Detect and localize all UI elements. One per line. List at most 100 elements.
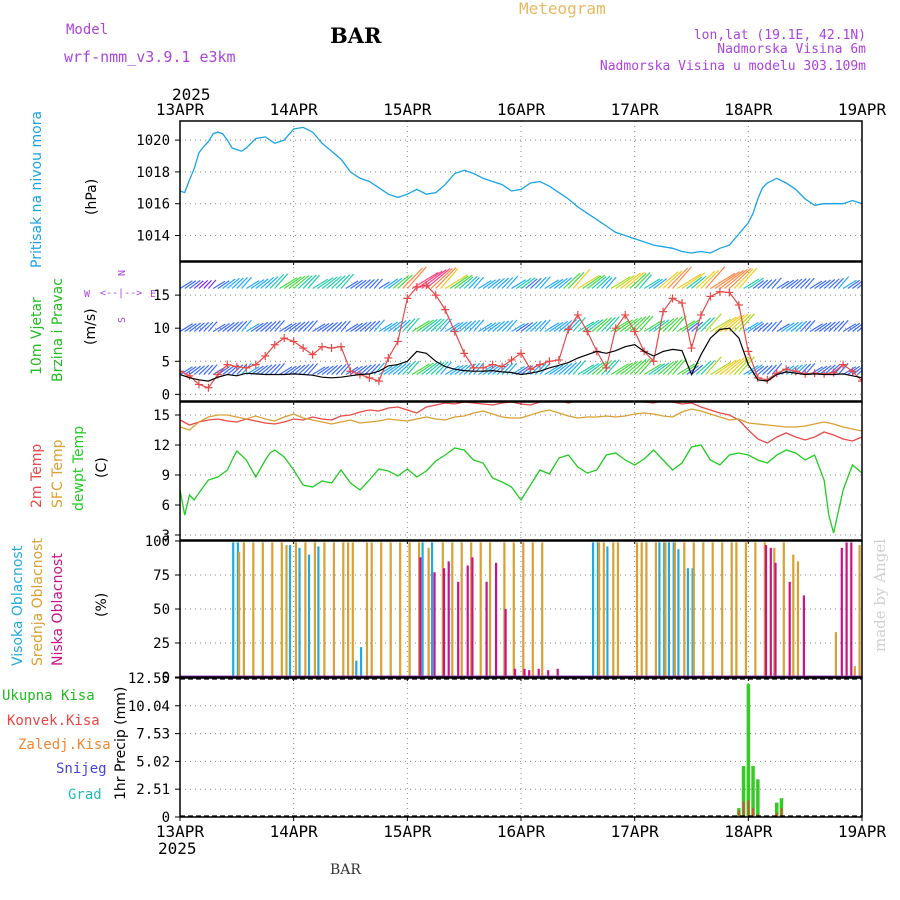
- wind-barb: [662, 360, 679, 375]
- wind-barb: [302, 320, 314, 332]
- wind-barb: [501, 362, 514, 375]
- wind-barb: [676, 320, 696, 333]
- cloud-bar: [796, 561, 800, 677]
- wind-barb: [203, 321, 214, 332]
- wind-barb: [544, 365, 560, 376]
- gust-point: [318, 342, 327, 351]
- top-tick-label: 16APR: [497, 100, 546, 119]
- y-tick-label: 12.55: [128, 671, 170, 687]
- gust-point: [725, 288, 734, 297]
- series-line-2m-temp: [180, 402, 862, 444]
- wind-barb: [321, 365, 334, 376]
- wind-barb: [345, 280, 359, 289]
- cloud-bar: [672, 542, 675, 677]
- cloud-bar: [769, 547, 772, 677]
- wind-barb: [297, 275, 313, 289]
- bottom-tick-label: 13APR: [156, 822, 205, 841]
- y-tick-label: 1016: [136, 197, 170, 213]
- wind-barb: [615, 362, 634, 376]
- wind-barb: [766, 321, 777, 332]
- wind-barb: [212, 323, 226, 333]
- gust-point: [422, 281, 431, 290]
- y-tick-label: 10.04: [128, 699, 170, 715]
- wind-barb: [255, 321, 269, 332]
- gust-point: [261, 351, 270, 360]
- legend-total-rain: Ukupna Kisa: [2, 688, 95, 704]
- gust-point: [715, 287, 724, 296]
- wind-barb: [264, 320, 277, 332]
- wind-barb: [728, 356, 749, 375]
- wind-barb: [856, 369, 862, 375]
- cloud-bar: [596, 542, 599, 677]
- wind-barb: [752, 365, 765, 376]
- wind-barb: [819, 279, 831, 289]
- gust-point: [630, 327, 639, 336]
- cloud-bar: [313, 542, 316, 677]
- wind-barb: [482, 322, 497, 332]
- wind-barb: [861, 373, 862, 375]
- wind-barb: [501, 319, 514, 332]
- wind-barb: [217, 323, 230, 332]
- wind-barb: [283, 322, 297, 332]
- wind-barb: [653, 362, 670, 376]
- wind-barb: [274, 363, 285, 375]
- wind-barb: [620, 361, 638, 376]
- precip-bar: [775, 802, 779, 817]
- cloud-bar: [271, 542, 274, 677]
- wind-barb: [496, 277, 510, 289]
- cloud-bar: [447, 561, 450, 677]
- temp-ylabel-2m: 2m Temp: [29, 444, 45, 508]
- wind-barb: [184, 280, 197, 289]
- wind-barb: [842, 366, 857, 376]
- wind-barb: [406, 317, 420, 332]
- gust-point: [621, 310, 630, 319]
- wind-barb: [861, 330, 862, 332]
- cloud-bar: [427, 547, 430, 677]
- wind-barb: [430, 318, 445, 332]
- wind-barb: [567, 361, 582, 375]
- gust-point: [308, 350, 317, 359]
- gust-point: [706, 292, 715, 301]
- wind-barb: [643, 278, 661, 289]
- wind-barb: [193, 322, 205, 332]
- wind-barb: [487, 278, 501, 289]
- cloud-bar: [616, 542, 620, 677]
- wind-barb: [506, 319, 518, 332]
- wind-barb: [506, 275, 519, 289]
- wind-barb: [629, 272, 647, 289]
- wind-barb: [795, 363, 808, 375]
- wind-barb: [676, 273, 702, 289]
- wind-barb: [762, 322, 773, 332]
- cloud-bar: [858, 545, 861, 677]
- panels: 1014101610181020051015369121502550751000…: [128, 120, 865, 826]
- wind-barb: [823, 321, 836, 332]
- wind-barb: [828, 320, 841, 332]
- gust-point: [450, 327, 459, 336]
- wind-barb: [473, 362, 485, 375]
- cloud-bar: [774, 562, 777, 677]
- wind-barb: [705, 266, 726, 289]
- gust-point: [374, 377, 383, 386]
- wind-barb: [388, 363, 403, 376]
- wind-barb: [207, 279, 217, 289]
- precip-bar: [756, 813, 759, 817]
- model-label: Model: [66, 22, 108, 38]
- y-tick-label: 12: [153, 438, 170, 454]
- grid: [180, 121, 862, 261]
- wind-barb: [198, 279, 209, 289]
- temp-ylabel-dew: dewpt Temp: [71, 426, 87, 511]
- wind-barb: [236, 363, 248, 375]
- wind-barb: [752, 280, 764, 289]
- wind-ylabel-2: Brzina i Pravac: [50, 278, 66, 382]
- cloud-bar: [863, 666, 865, 677]
- wind-barb: [317, 277, 334, 289]
- wind-barb: [440, 268, 459, 289]
- wind-barb: [459, 363, 472, 375]
- cloud-bar: [640, 542, 643, 677]
- y-tick-label: 2.51: [136, 782, 170, 798]
- temp-unit: (C): [94, 457, 110, 478]
- cloud-bar: [667, 542, 670, 677]
- wind-barb: [302, 363, 314, 375]
- wind-barb: [326, 275, 342, 289]
- wind-barb: [359, 321, 372, 332]
